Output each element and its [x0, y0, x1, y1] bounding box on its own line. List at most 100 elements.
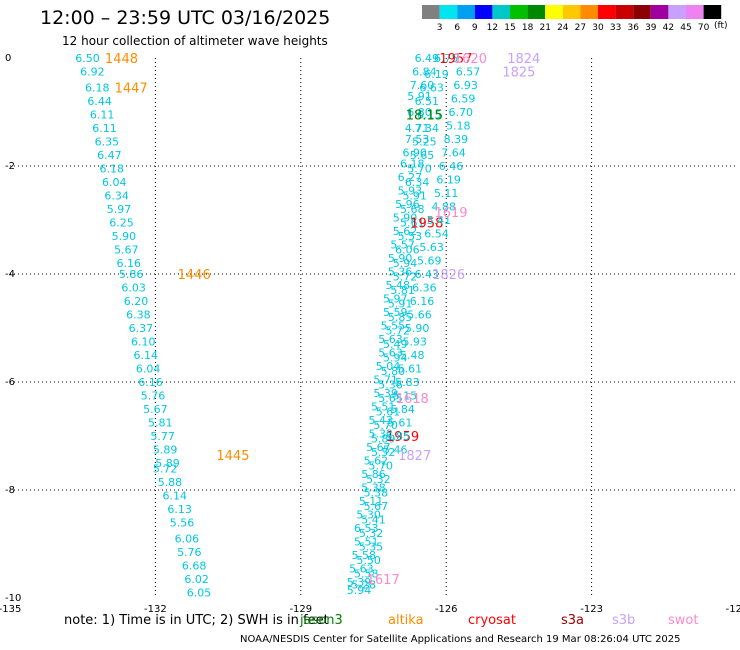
pass-time-label: 1824 — [507, 52, 540, 67]
pass-time-label: 1958 — [410, 217, 443, 232]
colorbar-swatch — [527, 5, 546, 19]
wave-height-label: 6.02 — [184, 573, 209, 586]
pass-time-label: 18.15 — [406, 109, 443, 124]
wave-height-label: 6.57 — [456, 66, 481, 79]
wave-height-label: 5.61 — [398, 363, 423, 376]
wave-height-label: 5.59 — [383, 306, 408, 319]
wave-height-label: 5.90 — [388, 252, 413, 265]
wave-height-label: 5.80 — [381, 365, 406, 378]
wave-height-label: 5.49 — [383, 338, 408, 351]
wave-height-label: 5.61 — [400, 217, 425, 230]
wave-height-label: 5.51 — [371, 400, 396, 413]
colorbar-tick-label: 36 — [627, 23, 639, 33]
wave-height-label: 5.91 — [402, 190, 427, 203]
wave-height-label: 5.67 — [366, 441, 391, 454]
wave-height-label: 5.52 — [371, 446, 396, 459]
y-tick-label: -2 — [5, 161, 15, 172]
y-tick-label: -4 — [5, 269, 15, 280]
wave-height-label: 5.81 — [390, 284, 415, 297]
wave-height-label: 6.93 — [453, 79, 478, 92]
wave-height-label: 5.63 — [419, 241, 444, 254]
wave-height-label: 5.93 — [398, 184, 423, 197]
credit-line: NOAA/NESDIS Center for Satellite Applica… — [240, 634, 681, 645]
wave-height-label: 6.14 — [163, 489, 188, 502]
colorbar-swatch — [633, 5, 651, 19]
wave-height-label: 6.27 — [398, 171, 423, 184]
wave-height-label: 6.18 — [100, 163, 125, 176]
colorbar-tick-label: 6 — [454, 23, 460, 33]
wave-height-label: 5.61 — [388, 417, 413, 430]
colorbar-tick-label: 3 — [437, 23, 443, 33]
wave-height-label: 6.11 — [90, 109, 115, 122]
colorbar-unit: (ft) — [714, 21, 728, 31]
wave-height-label: 5.48 — [400, 349, 425, 362]
legend-jason3: jason3 — [300, 613, 343, 628]
wave-height-label: 5.61 — [376, 406, 401, 419]
wave-height-label: 5.86 — [119, 268, 144, 281]
wave-height-label: 6.35 — [95, 136, 120, 149]
wave-height-label: 5.70 — [373, 419, 398, 432]
wave-height-label: 6.63 — [419, 82, 444, 95]
wave-height-label: 6.10 — [131, 336, 156, 349]
pass-time-label: 1617 — [367, 573, 400, 588]
wave-height-label: 7.53 — [405, 133, 430, 146]
wave-height-label: 5.94 — [383, 352, 408, 365]
wave-height-label: 5.66 — [407, 309, 432, 322]
wave-height-label: 5.81 — [148, 417, 173, 430]
wave-height-label: 5.50 — [356, 554, 381, 567]
wave-height-label: 5.67 — [364, 500, 389, 513]
wave-height-label: 6.50 — [75, 52, 100, 65]
wave-height-label: 5.53 — [398, 230, 423, 243]
wave-height-label: 5.63 — [349, 562, 374, 575]
wave-height-label: 5.04 — [376, 360, 401, 373]
wave-height-label: 5.77 — [150, 430, 175, 443]
wave-height-label: 5.63 — [378, 346, 403, 359]
colorbar-swatch — [686, 5, 704, 19]
wave-height-label: 5.97 — [383, 292, 408, 305]
pass-time-label: 1448 — [105, 52, 138, 67]
wave-height-label: 5.58 — [354, 568, 379, 581]
wave-height-label: 5.70 — [407, 163, 432, 176]
pass-time-label: 1959 — [386, 430, 419, 445]
wave-height-label: 5.93 — [402, 336, 427, 349]
wave-height-label: 5.86 — [361, 468, 386, 481]
wave-height-label: 5.15 — [393, 390, 418, 403]
colorbar-swatch — [422, 5, 440, 19]
wave-height-label: 6.25 — [109, 217, 134, 230]
colorbar-tick-label: 9 — [472, 23, 478, 33]
colorbar-tick-label: 15 — [504, 23, 515, 33]
wave-height-label: 5.76 — [177, 546, 202, 559]
y-tick-label: 0 — [5, 53, 11, 64]
wave-height-label: 5.65 — [410, 149, 435, 162]
wave-height-label: 4.71 — [405, 122, 430, 135]
colorbar-tick-label: 30 — [592, 23, 604, 33]
wave-height-label: 5.62 — [393, 225, 418, 238]
pass-time-label: 1957 — [439, 52, 472, 67]
wave-height-label: 5.30 — [356, 508, 381, 521]
colorbar-swatch — [474, 5, 493, 19]
wave-height-label: 5.70 — [369, 460, 394, 473]
y-tick-label: -8 — [5, 485, 15, 496]
wave-height-label: 5.32 — [359, 527, 384, 540]
wave-height-label: 6.04 — [102, 176, 127, 189]
wave-height-label: 5.71 — [373, 373, 398, 386]
wave-height-label: 5.32 — [369, 427, 394, 440]
wave-height-label: 5.32 — [366, 473, 391, 486]
wave-height-label: 5.94 — [347, 584, 372, 597]
y-tick-label: -6 — [5, 377, 15, 388]
wave-height-label: 5.76 — [141, 390, 166, 403]
wave-height-label: 5.63 — [378, 333, 403, 346]
wave-height-label: 5.91 — [388, 298, 413, 311]
colorbar-swatch — [650, 5, 669, 19]
wave-height-label: 6.37 — [129, 322, 154, 335]
wave-height-label: 6.18 — [85, 82, 110, 95]
wave-height-label: 5.90 — [405, 322, 430, 335]
wave-height-label: 6.68 — [182, 560, 207, 573]
wave-height-label: 5.69 — [417, 255, 442, 268]
wave-height-label: 7.34 — [415, 122, 440, 135]
wave-height-label: 5.89 — [155, 457, 180, 470]
wave-height-label: 5.65 — [378, 392, 403, 405]
pass-time-label: 1445 — [216, 449, 249, 464]
wave-height-label: 6.34 — [104, 190, 129, 203]
colorbar-tick-label: 12 — [487, 23, 498, 33]
